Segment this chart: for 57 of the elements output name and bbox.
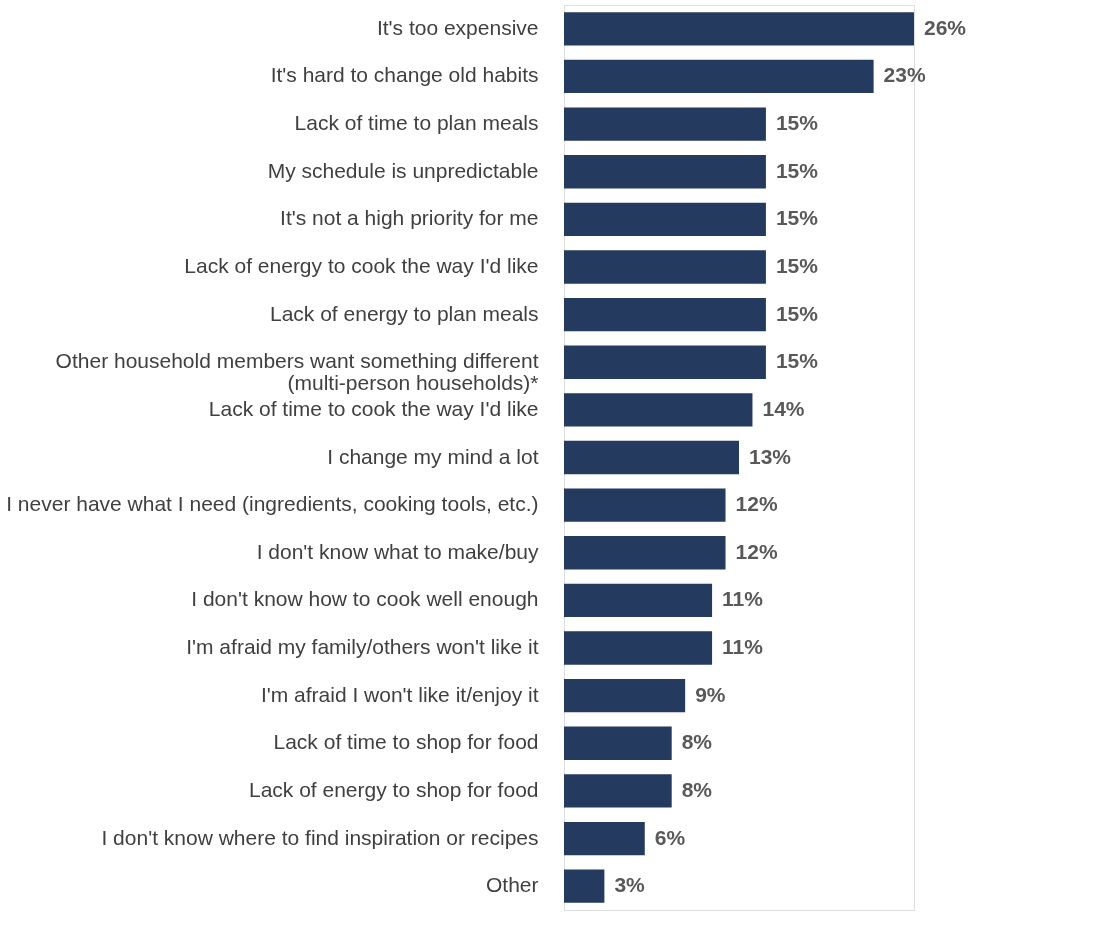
y-tick-label: Lack of energy to plan meals: [270, 301, 539, 325]
y-tick-label: I don't know how to cook well enough: [191, 587, 539, 611]
bar: [564, 869, 605, 903]
data-label: 15%: [775, 349, 819, 373]
bar: [564, 440, 739, 475]
y-tick-label: It's too expensive: [376, 15, 539, 39]
data-label: 15%: [775, 158, 819, 182]
bar: [564, 59, 874, 94]
bar: [564, 393, 753, 427]
y-tick-label: My schedule is unpredictable: [267, 158, 539, 182]
bar: [564, 631, 713, 665]
data-label: 12%: [735, 539, 778, 563]
y-tick-label: I'm afraid my family/others won't like it: [186, 635, 539, 659]
data-label: 3%: [614, 873, 646, 897]
y-tick-label: Lack of energy to shop for food: [248, 777, 539, 801]
y-tick-label: Lack of time to plan meals: [294, 111, 539, 135]
y-tick-label: Lack of time to shop for food: [273, 730, 539, 754]
y-tick-label: Other: [485, 873, 539, 897]
bar: [564, 297, 766, 332]
y-tick-label: I don't know what to make/buy: [256, 539, 539, 563]
bar: [564, 12, 914, 46]
data-label: 11%: [722, 635, 764, 659]
data-label: 9%: [695, 682, 726, 706]
bar: [564, 536, 726, 570]
y-tick-label: It's hard to change old habits: [270, 63, 539, 87]
data-label: 12%: [735, 492, 778, 516]
data-label: 11%: [722, 587, 764, 611]
data-label: 15%: [775, 253, 819, 277]
bar: [564, 250, 766, 284]
y-tick-label: I don't know where to find inspiration or recipes: [101, 825, 539, 849]
bar: [564, 345, 766, 379]
bar: [564, 107, 766, 141]
bar: [564, 488, 726, 522]
y-tick-label: It's not a high priority for me: [280, 206, 539, 230]
data-label: 15%: [775, 206, 819, 230]
bar: [564, 155, 766, 189]
y-tick-label: I'm afraid I won't like it/enjoy it: [260, 682, 539, 706]
data-label: 8%: [681, 777, 713, 801]
data-label: 26%: [924, 15, 967, 39]
data-label: 23%: [883, 63, 926, 87]
data-label: 6%: [654, 825, 686, 849]
bar: [564, 726, 672, 760]
bar: [564, 583, 713, 618]
bar: [564, 821, 645, 856]
data-label: 14%: [762, 396, 805, 420]
data-label: 15%: [775, 111, 819, 135]
y-tick-label: Lack of time to cook the way I'd like: [208, 396, 539, 420]
data-label: 15%: [775, 301, 819, 325]
y-tick-label: I never have what I need (ingredients, cooking tools, etc.): [6, 492, 539, 516]
y-tick-label: I change my mind a lot: [327, 444, 539, 468]
bar: [564, 202, 766, 237]
y-tick-label: Lack of energy to cook the way I'd like: [184, 253, 539, 277]
y-tick-label: Other household members want something different (multi-person households)*: [55, 349, 539, 395]
bar: [564, 678, 686, 713]
bar: [564, 774, 672, 808]
data-label: 13%: [749, 444, 792, 468]
data-label: 8%: [681, 730, 713, 754]
